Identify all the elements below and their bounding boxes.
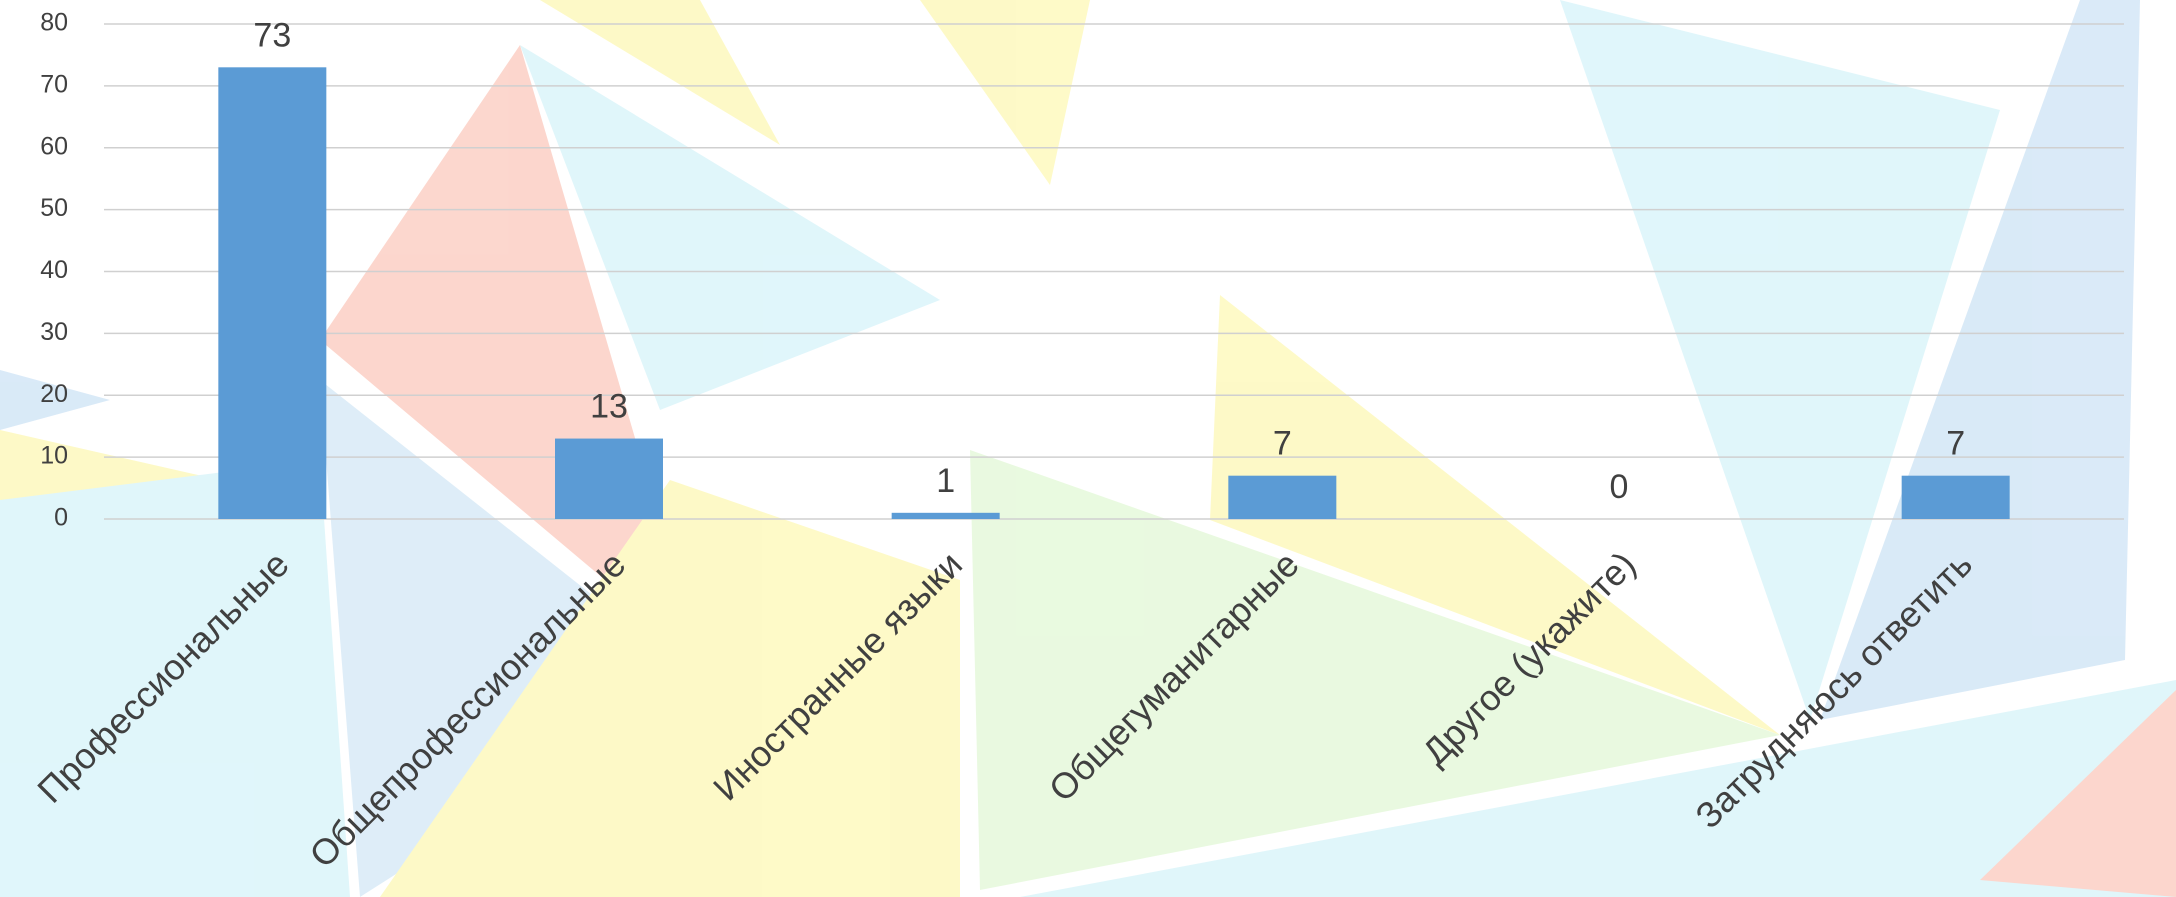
bar [218,67,326,519]
y-tick-label: 50 [40,194,68,222]
bar [1228,476,1336,519]
value-label: 73 [253,16,291,54]
bar [1902,476,2010,519]
value-label: 1 [936,462,955,500]
value-label: 7 [1946,425,1965,463]
y-tick-label: 30 [40,318,68,346]
y-tick-label: 80 [40,9,68,37]
bar [555,439,663,519]
chart: 0102030405060708073Профессиональные13Общ… [0,0,2176,897]
y-tick-label: 40 [40,256,68,284]
y-tick-label: 60 [40,132,68,160]
y-tick-label: 0 [54,504,68,532]
value-label: 13 [590,388,628,426]
y-tick-label: 20 [40,380,68,408]
y-tick-label: 70 [40,70,68,98]
y-tick-label: 10 [40,442,68,470]
value-label: 0 [1610,468,1629,506]
bar [892,513,1000,519]
value-label: 7 [1273,425,1292,463]
